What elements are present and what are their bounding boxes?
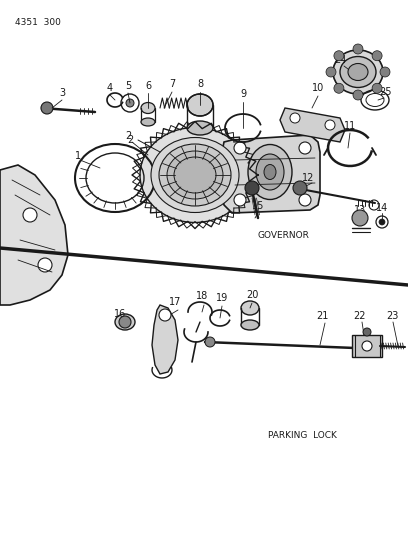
Text: 23: 23: [386, 311, 398, 321]
Text: 19: 19: [216, 293, 228, 303]
Circle shape: [352, 210, 368, 226]
Circle shape: [126, 99, 134, 107]
Text: 22: 22: [354, 311, 366, 321]
Circle shape: [372, 51, 382, 61]
Text: 18: 18: [196, 291, 208, 301]
Ellipse shape: [256, 154, 284, 190]
Ellipse shape: [241, 301, 259, 315]
Ellipse shape: [151, 138, 239, 213]
Circle shape: [293, 181, 307, 195]
Bar: [352, 335, 382, 357]
Ellipse shape: [248, 144, 292, 199]
Circle shape: [159, 309, 171, 321]
Circle shape: [290, 113, 300, 123]
Ellipse shape: [115, 314, 135, 330]
Ellipse shape: [187, 121, 213, 135]
Ellipse shape: [348, 63, 368, 80]
Text: 7: 7: [169, 79, 175, 89]
Circle shape: [245, 181, 259, 195]
Circle shape: [363, 328, 371, 336]
Text: 16: 16: [114, 309, 126, 319]
Circle shape: [41, 102, 53, 114]
Ellipse shape: [140, 127, 250, 222]
Text: 21: 21: [316, 311, 328, 321]
Ellipse shape: [174, 157, 216, 193]
Text: 3: 3: [59, 88, 65, 98]
Text: 9: 9: [240, 89, 246, 99]
Circle shape: [325, 120, 335, 130]
Ellipse shape: [187, 94, 213, 116]
Text: 25: 25: [379, 87, 391, 97]
Text: 14: 14: [376, 203, 388, 213]
Text: 24: 24: [334, 55, 346, 65]
Ellipse shape: [333, 50, 383, 94]
Circle shape: [326, 67, 336, 77]
Text: 2: 2: [127, 135, 133, 145]
Ellipse shape: [340, 56, 376, 87]
Circle shape: [380, 67, 390, 77]
Text: 8: 8: [197, 79, 203, 89]
Text: 1: 1: [75, 151, 81, 161]
Ellipse shape: [141, 102, 155, 114]
Circle shape: [119, 316, 131, 328]
Ellipse shape: [167, 151, 223, 199]
Circle shape: [23, 208, 37, 222]
Text: 17: 17: [169, 297, 181, 307]
Text: 20: 20: [246, 290, 258, 300]
Text: 11: 11: [344, 121, 356, 131]
Circle shape: [334, 83, 344, 93]
Ellipse shape: [264, 165, 276, 180]
Text: 4: 4: [107, 83, 113, 93]
Text: 6: 6: [145, 81, 151, 91]
Polygon shape: [222, 135, 320, 213]
Polygon shape: [152, 305, 178, 374]
Text: 5: 5: [125, 81, 131, 91]
Text: GOVERNOR: GOVERNOR: [258, 231, 310, 240]
Circle shape: [334, 51, 344, 61]
Text: 10: 10: [312, 83, 324, 93]
Circle shape: [372, 83, 382, 93]
Circle shape: [299, 194, 311, 206]
Text: 12: 12: [302, 173, 314, 183]
Ellipse shape: [141, 118, 155, 126]
Circle shape: [299, 142, 311, 154]
Text: 4351  300: 4351 300: [15, 18, 61, 27]
Circle shape: [38, 258, 52, 272]
Text: PARKING  LOCK: PARKING LOCK: [268, 431, 337, 440]
Circle shape: [353, 90, 363, 100]
Text: 13: 13: [354, 205, 366, 215]
Text: 15: 15: [252, 201, 264, 211]
Circle shape: [379, 219, 385, 225]
Circle shape: [205, 337, 215, 347]
Ellipse shape: [159, 144, 231, 206]
Polygon shape: [0, 165, 68, 305]
Polygon shape: [280, 108, 345, 142]
Circle shape: [353, 44, 363, 54]
Text: 2: 2: [125, 131, 131, 141]
Circle shape: [234, 142, 246, 154]
Ellipse shape: [241, 320, 259, 330]
Circle shape: [362, 341, 372, 351]
Circle shape: [234, 194, 246, 206]
